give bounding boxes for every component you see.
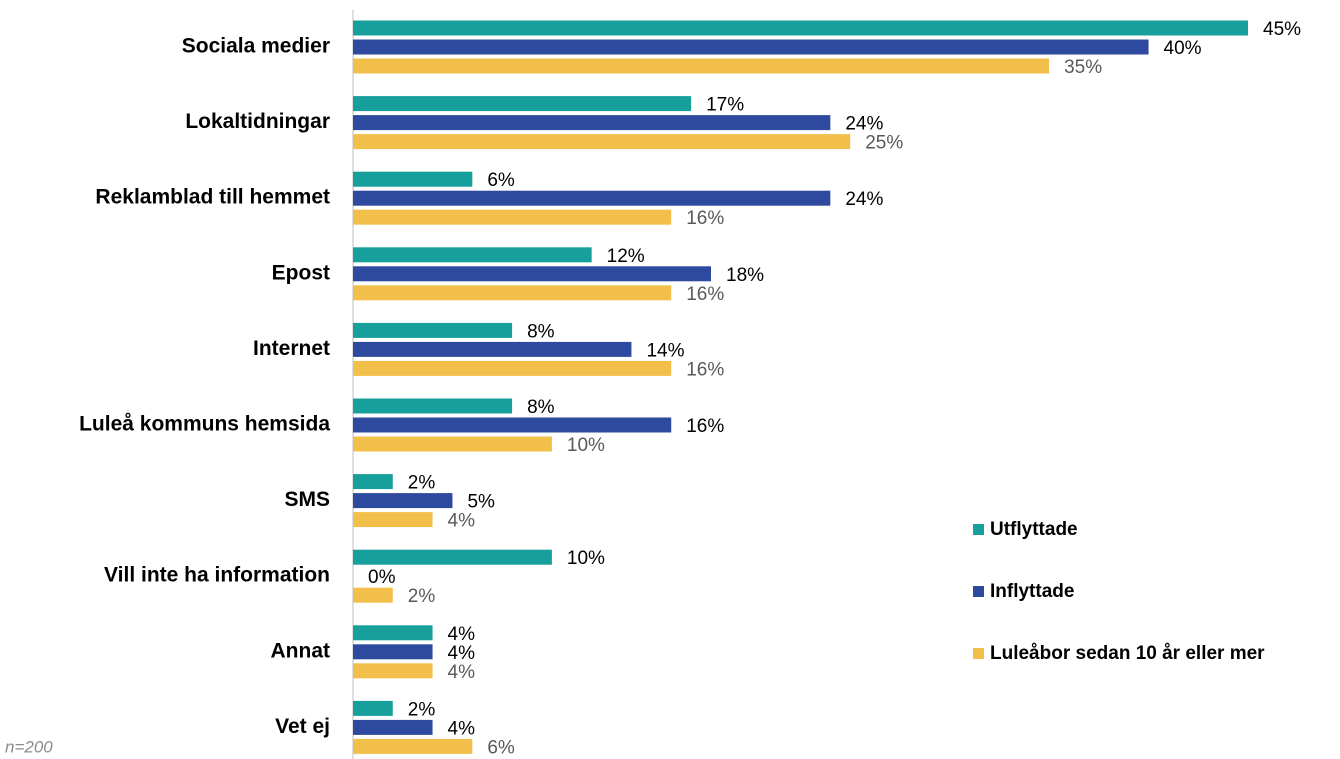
bar: [353, 549, 552, 565]
bar: [353, 719, 433, 735]
value-label: 16%: [686, 284, 724, 305]
bar: [353, 474, 393, 490]
value-label: 16%: [686, 416, 724, 437]
bar: [353, 436, 552, 452]
value-label: 10%: [567, 435, 605, 456]
value-label: 6%: [487, 170, 515, 191]
value-label: 6%: [487, 737, 515, 758]
category-label: Annat: [271, 639, 331, 662]
value-label: 24%: [845, 114, 883, 135]
value-label: 2%: [408, 473, 436, 494]
bar: [353, 285, 672, 301]
category-label: Vet ej: [275, 715, 330, 738]
bar: [353, 644, 433, 660]
bar: [353, 190, 831, 206]
value-label: 8%: [527, 397, 555, 418]
value-label: 17%: [706, 95, 744, 116]
category-label: Lokaltidningar: [185, 110, 330, 133]
value-label: 10%: [567, 548, 605, 569]
bar: [353, 58, 1050, 74]
bar: [353, 663, 433, 679]
value-label: 0%: [368, 567, 396, 588]
bar: [353, 134, 851, 150]
legend-label: Inflyttade: [990, 581, 1074, 602]
legend-swatch: [973, 586, 984, 597]
bar: [353, 322, 513, 338]
category-label: Vill inte ha information: [104, 564, 330, 587]
legend-label: Utflyttade: [990, 519, 1078, 540]
legend-swatch: [973, 648, 984, 659]
bar: [353, 700, 393, 716]
value-label: 16%: [686, 208, 724, 229]
bar: [353, 360, 672, 376]
sample-note: n=200: [5, 737, 53, 756]
bar: [353, 341, 632, 357]
value-label: 25%: [865, 133, 903, 154]
category-label: SMS: [284, 488, 330, 511]
bar: [353, 39, 1149, 55]
category-label: Reklamblad till hemmet: [95, 186, 330, 209]
value-label: 24%: [845, 189, 883, 210]
legend-swatch: [973, 524, 984, 535]
category-label: Luleå kommuns hemsida: [79, 413, 330, 436]
bar: [353, 587, 393, 603]
value-label: 45%: [1263, 19, 1301, 40]
value-label: 40%: [1164, 38, 1202, 59]
value-label: 16%: [686, 359, 724, 380]
bar: [353, 247, 592, 263]
value-label: 4%: [448, 511, 476, 532]
value-label: 14%: [646, 340, 684, 361]
value-label: 12%: [607, 246, 645, 267]
bar: [353, 417, 672, 433]
value-label: 4%: [448, 662, 476, 683]
value-label: 8%: [527, 321, 555, 342]
value-label: 35%: [1064, 57, 1102, 78]
value-label: 18%: [726, 265, 764, 286]
bar: [353, 171, 473, 187]
value-label: 5%: [467, 492, 495, 513]
bar: [353, 398, 513, 414]
category-label: Sociala medier: [182, 35, 330, 58]
bar: [353, 20, 1248, 36]
value-label: 4%: [448, 624, 476, 645]
bar: [353, 115, 831, 131]
category-label: Epost: [272, 261, 330, 284]
bar: [353, 96, 692, 112]
bar: [353, 493, 453, 509]
bar: [353, 738, 473, 754]
bar: [353, 512, 433, 528]
value-label: 4%: [448, 718, 476, 739]
bar: [353, 266, 711, 282]
bar: [353, 625, 433, 641]
category-label: Internet: [253, 337, 330, 360]
bar: [353, 209, 672, 225]
value-label: 4%: [448, 643, 476, 664]
value-label: 2%: [408, 699, 436, 720]
legend-label: Luleåbor sedan 10 år eller mer: [990, 643, 1265, 664]
value-label: 2%: [408, 586, 436, 607]
